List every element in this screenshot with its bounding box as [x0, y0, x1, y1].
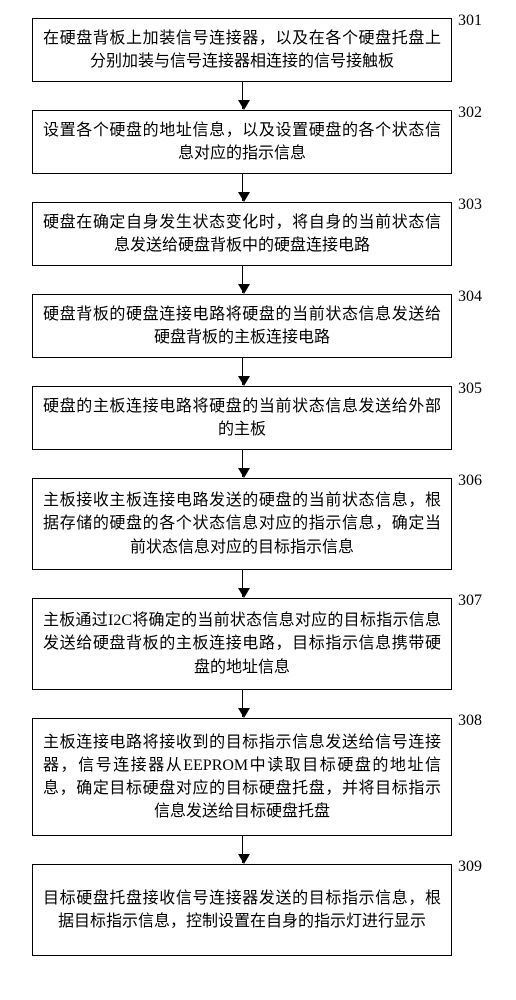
flow-step-308: 主板连接电路将接收到的目标指示信息发送给信号连接器，信号连接器从EEPROM中读… — [32, 718, 452, 836]
flow-step-304: 硬盘背板的硬盘连接电路将硬盘的当前状态信息发送给硬盘背板的主板连接电路 — [32, 294, 452, 358]
flow-step-text: 主板连接电路将接收到的目标指示信息发送给信号连接器，信号连接器从EEPROM中读… — [43, 731, 441, 824]
flow-arrow-302-to-303 — [242, 174, 243, 201]
flow-step-text: 硬盘的主板连接电路将硬盘的当前状态信息发送给外部的主板 — [43, 395, 441, 441]
flow-arrow-307-to-308 — [242, 690, 243, 717]
flow-step-label-302: 302 — [458, 104, 482, 122]
flow-step-label-304: 304 — [458, 288, 482, 306]
flow-step-text: 在硬盘背板上加装信号连接器，以及在各个硬盘托盘上分别加装与信号连接器相连接的信号… — [43, 27, 441, 73]
flow-step-text: 硬盘背板的硬盘连接电路将硬盘的当前状态信息发送给硬盘背板的主板连接电路 — [43, 303, 441, 349]
flow-step-307: 主板通过I2C将确定的当前状态信息对应的目标指示信息发送给硬盘背板的主板连接电路… — [32, 598, 452, 690]
flow-step-text: 设置各个硬盘的地址信息，以及设置硬盘的各个状态信息对应的指示信息 — [43, 119, 441, 165]
flow-arrow-306-to-307 — [242, 570, 243, 597]
flow-step-label-305: 305 — [458, 380, 482, 398]
flow-step-text: 硬盘在确定自身发生状态变化时，将自身的当前状态信息发送给硬盘背板中的硬盘连接电路 — [43, 211, 441, 257]
flow-step-label-303: 303 — [458, 196, 482, 214]
flow-step-label-309: 309 — [458, 858, 482, 876]
flow-step-303: 硬盘在确定自身发生状态变化时，将自身的当前状态信息发送给硬盘背板中的硬盘连接电路 — [32, 202, 452, 266]
flow-arrow-304-to-305 — [242, 358, 243, 385]
flow-arrow-308-to-309 — [242, 836, 243, 863]
flow-step-302: 设置各个硬盘的地址信息，以及设置硬盘的各个状态信息对应的指示信息 — [32, 110, 452, 174]
flow-step-label-307: 307 — [458, 592, 482, 610]
flow-step-label-306: 306 — [458, 472, 482, 490]
flow-step-305: 硬盘的主板连接电路将硬盘的当前状态信息发送给外部的主板 — [32, 386, 452, 450]
flow-step-309: 目标硬盘托盘接收信号连接器发送的目标指示信息，根据目标指示信息，控制设置在自身的… — [32, 864, 452, 956]
flow-step-label-301: 301 — [458, 12, 482, 30]
flow-step-306: 主板接收主板连接电路发送的硬盘的当前状态信息，根据存储的硬盘的各个状态信息对应的… — [32, 478, 452, 570]
flow-step-label-308: 308 — [458, 712, 482, 730]
flow-step-text: 主板通过I2C将确定的当前状态信息对应的目标指示信息发送给硬盘背板的主板连接电路… — [43, 609, 441, 679]
flow-arrow-303-to-304 — [242, 266, 243, 293]
flow-arrow-305-to-306 — [242, 450, 243, 477]
flow-arrow-301-to-302 — [242, 82, 243, 109]
flow-step-text: 主板接收主板连接电路发送的硬盘的当前状态信息，根据存储的硬盘的各个状态信息对应的… — [43, 489, 441, 559]
flow-step-301: 在硬盘背板上加装信号连接器，以及在各个硬盘托盘上分别加装与信号连接器相连接的信号… — [32, 18, 452, 82]
flow-step-text: 目标硬盘托盘接收信号连接器发送的目标指示信息，根据目标指示信息，控制设置在自身的… — [43, 887, 441, 933]
flowchart-canvas: 在硬盘背板上加装信号连接器，以及在各个硬盘托盘上分别加装与信号连接器相连接的信号… — [0, 0, 516, 1000]
